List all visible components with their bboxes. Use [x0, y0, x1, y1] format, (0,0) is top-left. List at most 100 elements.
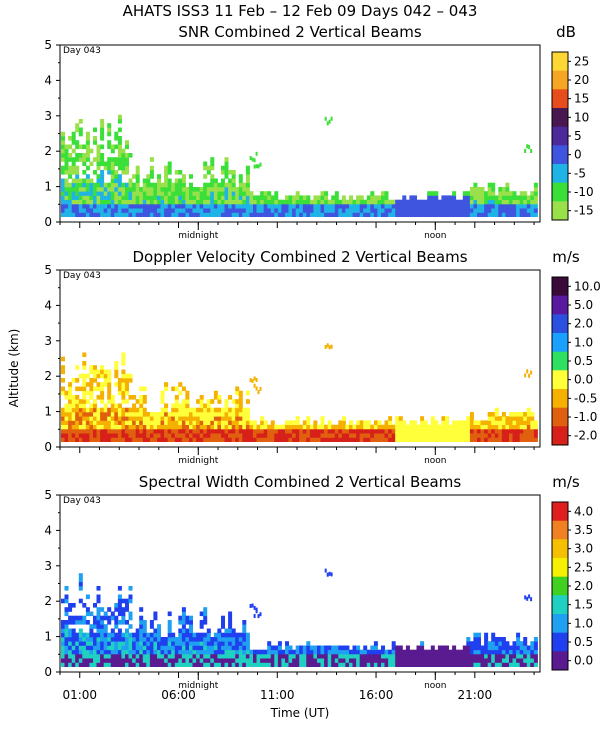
heatmap-cell: [167, 620, 172, 625]
heatmap-cell: [384, 658, 389, 663]
heatmap-cell: [455, 649, 460, 655]
heatmap-cell: [306, 645, 311, 651]
heatmap-cell: [441, 662, 446, 667]
heatmap-cell: [281, 433, 286, 438]
heatmap-cell: [398, 416, 403, 421]
heatmap-cell: [142, 191, 147, 196]
heatmap-cell: [370, 653, 375, 659]
heatmap-cell: [413, 208, 417, 213]
heatmap-cell: [524, 373, 527, 378]
heatmap-cell: [528, 594, 531, 599]
heatmap-cell: [423, 658, 428, 663]
heatmap-cell: [345, 212, 350, 217]
heatmap-cell: [171, 424, 176, 430]
heatmap-cell: [345, 203, 350, 209]
heatmap-cell: [121, 407, 126, 413]
heatmap-cell: [235, 437, 240, 442]
heatmap-cell: [341, 424, 346, 430]
heatmap-cell: [121, 386, 126, 392]
heatmap-cell: [523, 420, 528, 425]
heatmap-cell: [373, 195, 378, 200]
heatmap-cell: [174, 170, 179, 175]
heatmap-cell: [174, 420, 179, 425]
heatmap-cell: [160, 412, 165, 417]
heatmap-cell: [89, 658, 94, 663]
heatmap-cell: [405, 212, 410, 217]
heatmap-cell: [263, 212, 268, 217]
heatmap-cell: [242, 416, 247, 421]
heatmap-cell: [71, 632, 76, 638]
heatmap-cell: [249, 604, 252, 608]
heatmap-cell: [61, 662, 65, 667]
heatmap-cell: [89, 437, 94, 442]
heatmap-cell: [206, 645, 211, 651]
heatmap-cell: [107, 416, 112, 421]
heatmap-cell: [114, 365, 119, 370]
heatmap-cell: [128, 437, 133, 442]
heatmap-cell: [85, 653, 90, 659]
heatmap-cell: [68, 645, 73, 651]
heatmap-cell: [178, 416, 183, 421]
heatmap-cell: [121, 658, 126, 663]
heatmap-cell: [68, 153, 73, 158]
heatmap-cell: [302, 199, 307, 205]
heatmap-cell: [363, 420, 368, 425]
heatmap-cell: [349, 420, 353, 425]
heatmap-cell: [338, 212, 343, 217]
heatmap-cell: [292, 424, 297, 430]
heatmap-cell: [213, 212, 218, 217]
heatmap-cell: [263, 653, 268, 659]
heatmap-cell: [498, 637, 503, 642]
colorbar-label: 0.5: [574, 354, 593, 368]
heatmap-cell: [259, 386, 262, 391]
heatmap-cells: [61, 343, 538, 442]
heatmap-cell: [484, 428, 489, 434]
heatmap-cell: [213, 416, 218, 421]
heatmap-cell: [221, 170, 225, 175]
heatmap-cell: [523, 199, 528, 205]
heatmap-cell: [100, 658, 105, 663]
heatmap-cell: [469, 662, 474, 667]
heatmap-cell: [174, 199, 179, 205]
heatmap-cell: [267, 662, 272, 667]
heatmap-cell: [96, 412, 101, 417]
heatmap-cell: [235, 416, 240, 421]
heatmap-cell: [160, 649, 165, 655]
heatmap-cell: [178, 641, 183, 646]
heatmap-cell: [530, 428, 535, 434]
heatmap-cell: [512, 416, 517, 421]
heatmap-cell: [349, 212, 353, 217]
heatmap-cell: [509, 203, 513, 209]
heatmap-cell: [437, 203, 442, 209]
heatmap-cell: [359, 203, 364, 209]
heatmap-cell: [221, 187, 225, 192]
heatmap-cell: [441, 653, 446, 659]
heatmap-cell: [473, 637, 478, 642]
heatmap-cell: [164, 208, 169, 213]
heatmap-cell: [107, 424, 112, 430]
heatmap-cell: [427, 203, 432, 209]
heatmap-cell: [121, 615, 126, 621]
colorbar-label: 25: [574, 54, 589, 68]
heatmap-cell: [334, 203, 339, 209]
heatmap-cell: [235, 637, 240, 642]
heatmap-cell: [437, 212, 442, 217]
heatmap-cell: [256, 428, 261, 434]
heatmap-cell: [203, 174, 208, 179]
noon-marker-label: noon: [424, 456, 446, 466]
heatmap-cell: [178, 187, 183, 192]
heatmap-cell: [85, 144, 90, 150]
heatmap-cell: [267, 195, 272, 200]
heatmap-cell: [125, 433, 129, 438]
heatmap-cell: [185, 662, 190, 667]
heatmap-cell: [256, 649, 261, 655]
heatmap-cell: [512, 420, 517, 425]
heatmap-cell: [395, 658, 400, 663]
heatmap-cell: [430, 658, 435, 663]
heatmap-cell: [114, 653, 119, 659]
heatmap-cell: [135, 174, 140, 179]
heatmap-cell: [100, 119, 105, 124]
heatmap-cell: [68, 187, 73, 192]
heatmap-cell: [85, 382, 90, 387]
heatmap-cell: [93, 365, 97, 370]
